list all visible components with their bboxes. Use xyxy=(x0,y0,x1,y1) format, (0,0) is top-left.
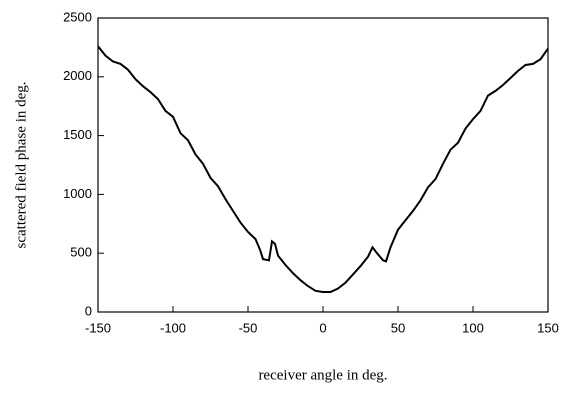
x-axis-label: receiver angle in deg. xyxy=(258,367,387,383)
x-tick-label: -150 xyxy=(85,320,111,335)
y-tick-label: 500 xyxy=(70,245,92,260)
y-tick-label: 2500 xyxy=(63,9,92,24)
y-axis-label: scattered field phase in deg. xyxy=(13,81,29,248)
x-tick-label: 50 xyxy=(391,320,405,335)
x-tick-label: 0 xyxy=(319,320,326,335)
data-line xyxy=(97,45,549,293)
plot-frame xyxy=(97,17,549,313)
x-tick-label: 150 xyxy=(537,320,559,335)
y-tick-label: 0 xyxy=(85,303,92,318)
y-tick-label: 2000 xyxy=(63,68,92,83)
y-tick-label: 1500 xyxy=(63,127,92,142)
x-tick-label: -50 xyxy=(239,320,258,335)
x-tick-label: 100 xyxy=(462,320,484,335)
y-tick-label: 1000 xyxy=(63,186,92,201)
x-tick-label: -100 xyxy=(160,320,186,335)
